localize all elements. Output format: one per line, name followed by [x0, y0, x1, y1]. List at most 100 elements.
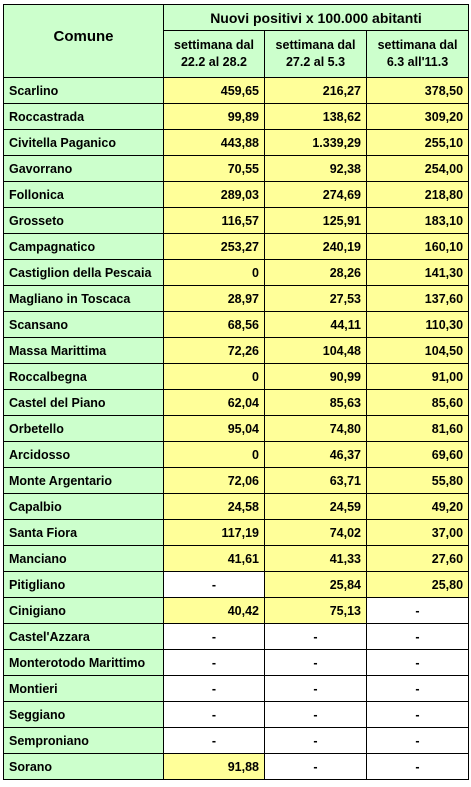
positivi-table: Comune Nuovi positivi x 100.000 abitanti…: [3, 4, 470, 780]
value-cell-week-2: -: [264, 701, 367, 728]
table-row: Castiglion della Pescaia 0 28,26 141,30: [3, 259, 470, 286]
table-row: Cinigiano 40,42 75,13-: [3, 597, 470, 624]
table-row: Gavorrano 70,55 92,38 254,00: [3, 155, 470, 182]
comune-name-cell: Cinigiano: [3, 597, 164, 624]
table-row: Follonica 289,03 274,69 218,80: [3, 181, 470, 208]
table-row: Scansano 68,56 44,11 110,30: [3, 311, 470, 338]
value-cell-week-3: -: [365, 701, 470, 728]
value-cell-week-3: 137,60: [365, 285, 470, 312]
value-cell-week-3: 160,10: [365, 233, 470, 260]
value-cell-week-2: 74,02: [264, 519, 367, 546]
value-cell-week-1: 72,06: [163, 467, 265, 494]
value-cell-week-1: 28,97: [163, 285, 265, 312]
value-cell-week-2: -: [264, 623, 367, 650]
value-cell-week-3: -: [365, 623, 470, 650]
week-header-1: settimana dal 22.2 al 28.2: [163, 30, 265, 78]
table-row: Campagnatico 253,27 240,19 160,10: [3, 233, 470, 260]
value-cell-week-2: -: [264, 649, 367, 676]
comune-name-cell: Scarlino: [3, 77, 164, 104]
value-cell-week-1: -: [163, 649, 265, 676]
table-row: Castel'Azzara - - -: [3, 623, 470, 650]
value-cell-week-2: 85,63: [264, 389, 367, 416]
week-header-3-line1: settimana dal: [377, 38, 458, 52]
value-cell-week-3: 37,00: [365, 519, 470, 546]
comune-name-cell: Capalbio: [3, 493, 164, 520]
value-cell-week-3: 309,20: [365, 103, 470, 130]
comune-name-cell: Manciano: [3, 545, 164, 572]
value-cell-week-1: 459,65: [163, 77, 265, 104]
value-cell-week-3: 378,50: [365, 77, 470, 104]
table-row: Civitella Paganico 443,88 1.339,29 255,10: [3, 129, 470, 156]
comune-name-cell: Civitella Paganico: [3, 129, 164, 156]
comune-name-cell: Grosseto: [3, 207, 164, 234]
value-cell-week-1: -: [163, 571, 265, 598]
value-cell-week-2: 25,84: [264, 571, 367, 598]
week-header-1-line2: 22.2 al 28.2: [180, 55, 248, 69]
table-row: Arcidosso 0 46,37 69,60: [3, 441, 470, 468]
value-cell-week-3: 104,50: [365, 337, 470, 364]
header-row-title: Comune Nuovi positivi x 100.000 abitanti: [3, 4, 470, 78]
value-cell-week-3: 218,80: [365, 181, 470, 208]
value-cell-week-1: 0: [163, 441, 265, 468]
value-cell-week-1: 62,04: [163, 389, 265, 416]
value-cell-week-2: 1.339,29: [264, 129, 367, 156]
table-row: Monterotodo Marittimo - - -: [3, 649, 470, 676]
value-cell-week-2: 44,11: [264, 311, 367, 338]
value-cell-week-2: -: [264, 675, 367, 702]
table-row: Castel del Piano 62,04 85,63 85,60: [3, 389, 470, 416]
comune-name-cell: Scansano: [3, 311, 164, 338]
value-cell-week-3: -: [365, 675, 470, 702]
value-cell-week-2: 28,26: [264, 259, 367, 286]
comune-name-cell: Castel del Piano: [3, 389, 164, 416]
table-row: Manciano 41,61 41,33 27,60: [3, 545, 470, 572]
value-cell-week-1: 116,57: [163, 207, 265, 234]
table-row: Pitigliano -25,84 25,80: [3, 571, 470, 598]
value-cell-week-2: -: [264, 753, 367, 780]
value-cell-week-2: 41,33: [264, 545, 367, 572]
value-cell-week-1: 41,61: [163, 545, 265, 572]
value-cell-week-2: 138,62: [264, 103, 367, 130]
week-header-2: settimana dal 27.2 al 5.3: [264, 30, 367, 78]
value-cell-week-1: 117,19: [163, 519, 265, 546]
table-row: Scarlino 459,65 216,27 378,50: [3, 77, 470, 104]
value-cell-week-1: -: [163, 727, 265, 754]
table-row: Roccastrada 99,89 138,62 309,20: [3, 103, 470, 130]
comune-name-cell: Sorano: [3, 753, 164, 780]
comune-name-cell: Seggiano: [3, 701, 164, 728]
value-cell-week-1: -: [163, 623, 265, 650]
value-cell-week-3: 81,60: [365, 415, 470, 442]
comune-name-cell: Magliano in Toscaca: [3, 285, 164, 312]
comune-name-cell: Arcidosso: [3, 441, 164, 468]
table-row: Santa Fiora 117,19 74,02 37,00: [3, 519, 470, 546]
comune-column-header: Comune: [3, 4, 164, 78]
value-cell-week-3: 55,80: [365, 467, 470, 494]
value-cell-week-2: 125,91: [264, 207, 367, 234]
week-header-1-line1: settimana dal: [174, 38, 254, 52]
table-row: Orbetello 95,04 74,80 81,60: [3, 415, 470, 442]
table-row: Sorano 91,88- -: [3, 753, 470, 780]
value-cell-week-3: 255,10: [365, 129, 470, 156]
value-cell-week-3: 183,10: [365, 207, 470, 234]
table-row: Semproniano - - -: [3, 727, 470, 754]
value-cell-week-1: 91,88: [163, 753, 265, 780]
week-header-2-line1: settimana dal: [275, 38, 356, 52]
value-cell-week-1: 99,89: [163, 103, 265, 130]
comune-name-cell: Orbetello: [3, 415, 164, 442]
value-cell-week-1: 443,88: [163, 129, 265, 156]
value-cell-week-1: 289,03: [163, 181, 265, 208]
value-cell-week-3: 25,80: [365, 571, 470, 598]
comune-name-cell: Campagnatico: [3, 233, 164, 260]
table-row: Roccalbegna 0 90,99 91,00: [3, 363, 470, 390]
value-cell-week-3: 141,30: [365, 259, 470, 286]
week-header-2-line2: 27.2 al 5.3: [285, 55, 346, 69]
value-cell-week-3: 85,60: [365, 389, 470, 416]
comune-name-cell: Roccastrada: [3, 103, 164, 130]
value-cell-week-1: 40,42: [163, 597, 265, 624]
value-cell-week-1: -: [163, 701, 265, 728]
comune-name-cell: Massa Marittima: [3, 337, 164, 364]
table-row: Grosseto 116,57 125,91 183,10: [3, 207, 470, 234]
value-cell-week-1: 0: [163, 363, 265, 390]
table-body: Scarlino 459,65 216,27 378,50 Roccastrada 99,…: [3, 77, 470, 780]
week-header-3-line2: 6.3 all'11.3: [386, 55, 449, 69]
value-cell-week-3: 49,20: [365, 493, 470, 520]
